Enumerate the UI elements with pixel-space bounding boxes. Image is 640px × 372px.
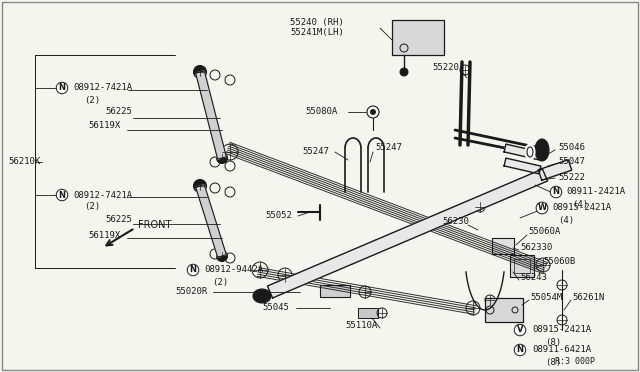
Text: 55060A: 55060A: [528, 228, 560, 237]
Polygon shape: [504, 158, 541, 174]
Text: 56230: 56230: [442, 218, 469, 227]
Polygon shape: [196, 185, 227, 257]
Polygon shape: [538, 160, 572, 180]
Polygon shape: [504, 144, 541, 160]
Ellipse shape: [253, 289, 271, 303]
Circle shape: [216, 153, 227, 164]
Polygon shape: [268, 169, 548, 298]
Text: 55045: 55045: [262, 304, 289, 312]
Text: 55052: 55052: [265, 212, 292, 221]
Text: FRONT: FRONT: [138, 220, 172, 230]
Text: 55047: 55047: [558, 157, 585, 167]
Text: 08911-2421A: 08911-2421A: [566, 187, 625, 196]
Text: (4): (4): [572, 199, 588, 208]
Text: 55247: 55247: [302, 148, 329, 157]
Text: 08915-2421A: 08915-2421A: [532, 326, 591, 334]
Text: (2): (2): [84, 202, 100, 212]
Text: N: N: [58, 190, 65, 199]
Text: 55240 (RH): 55240 (RH): [290, 17, 344, 26]
Text: 56243: 56243: [520, 273, 547, 282]
Circle shape: [216, 250, 227, 262]
Text: 562330: 562330: [520, 244, 552, 253]
Bar: [485, 298, 523, 322]
Text: 08911-6421A: 08911-6421A: [532, 346, 591, 355]
Text: 55020R: 55020R: [175, 288, 207, 296]
Bar: [510, 255, 534, 277]
Text: 55054M: 55054M: [530, 294, 563, 302]
Polygon shape: [196, 71, 227, 159]
Text: 56225: 56225: [105, 215, 132, 224]
Text: (8): (8): [545, 337, 561, 346]
Bar: [514, 259, 530, 273]
Text: 56261N: 56261N: [572, 294, 604, 302]
Text: (2): (2): [84, 96, 100, 105]
Text: N: N: [552, 187, 559, 196]
Bar: [492, 238, 514, 254]
Text: R:3 000P: R:3 000P: [555, 357, 595, 366]
Text: W: W: [538, 203, 547, 212]
Text: 55247: 55247: [375, 144, 402, 153]
Text: 55060B: 55060B: [543, 257, 575, 266]
Text: 56225: 56225: [105, 108, 132, 116]
Text: N: N: [58, 83, 65, 93]
Text: 55222: 55222: [558, 173, 585, 182]
Circle shape: [400, 68, 408, 76]
Text: 08915-2421A: 08915-2421A: [552, 203, 611, 212]
Bar: [358, 308, 378, 318]
Ellipse shape: [525, 144, 535, 160]
Text: 55241M(LH): 55241M(LH): [290, 29, 344, 38]
Bar: [320, 285, 350, 297]
Text: N: N: [189, 266, 196, 275]
Text: V: V: [516, 326, 524, 334]
Text: (2): (2): [212, 278, 228, 286]
Text: (8): (8): [545, 357, 561, 366]
Circle shape: [193, 180, 207, 192]
Text: 55080A: 55080A: [305, 108, 337, 116]
Text: 55220: 55220: [432, 64, 459, 73]
Bar: [392, 20, 444, 55]
Text: 55046: 55046: [558, 144, 585, 153]
Text: (4): (4): [558, 215, 574, 224]
Text: 08912-7421A: 08912-7421A: [73, 190, 132, 199]
Text: 08912-7421A: 08912-7421A: [73, 83, 132, 93]
Ellipse shape: [535, 139, 549, 161]
Text: 56119X: 56119X: [88, 121, 120, 129]
Circle shape: [371, 109, 376, 115]
Text: 56119X: 56119X: [88, 231, 120, 240]
Text: N: N: [516, 346, 524, 355]
Text: 08912-9442A: 08912-9442A: [204, 266, 263, 275]
Text: 55110A: 55110A: [345, 321, 377, 330]
Circle shape: [193, 65, 207, 78]
Text: 56210K: 56210K: [8, 157, 40, 167]
